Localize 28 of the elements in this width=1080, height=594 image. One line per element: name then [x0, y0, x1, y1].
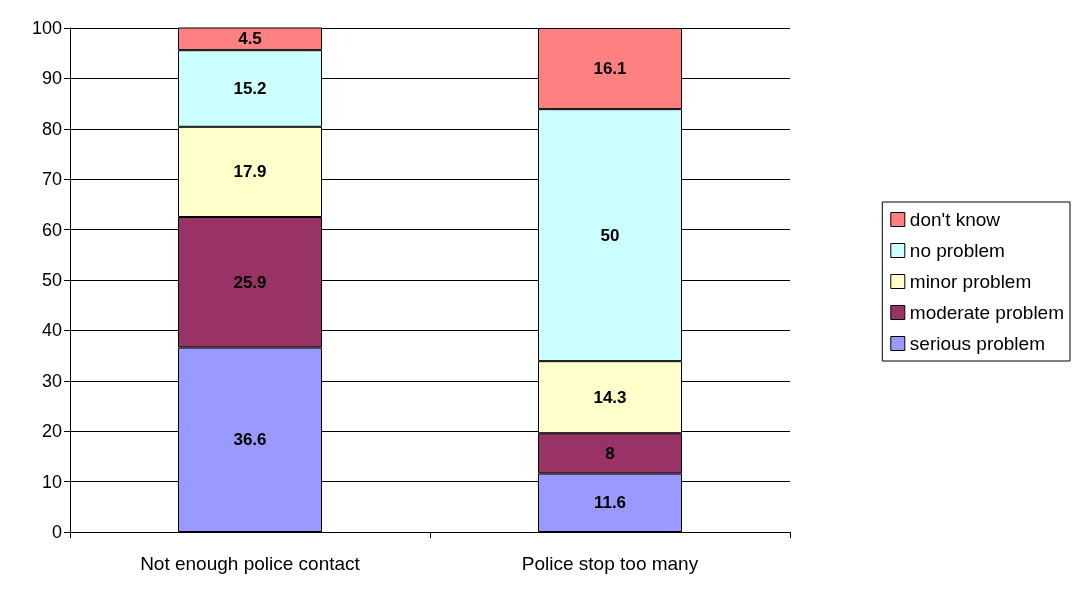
data-label: 15.2: [233, 78, 267, 98]
data-label: 36.6: [233, 430, 267, 450]
data-label: 11.6: [593, 493, 627, 513]
x-tick-label: Not enough police contact: [140, 553, 361, 574]
legend-label: don't know: [909, 209, 1001, 230]
y-tick-label: 80: [41, 118, 62, 139]
y-tick-label: 10: [41, 471, 62, 492]
data-label: 25.9: [233, 272, 267, 292]
y-tick-label: 70: [41, 169, 62, 190]
data-label: 50: [600, 225, 620, 245]
x-tick-label: Police stop too many: [521, 553, 699, 574]
data-label: 16.1: [593, 59, 627, 79]
legend-label: minor problem: [909, 271, 1032, 292]
legend-label: moderate problem: [909, 302, 1065, 323]
y-tick-label: 50: [41, 270, 62, 290]
legend-label: no problem: [909, 240, 1005, 261]
y-tick-label: 40: [41, 320, 62, 341]
data-label: 8: [605, 443, 615, 463]
y-tick-label: 0: [51, 522, 62, 542]
data-label: 14.3: [593, 387, 627, 407]
legend-label: serious problem: [909, 333, 1045, 354]
y-tick-label: 60: [41, 219, 62, 240]
y-tick-label: 30: [41, 370, 62, 391]
data-label: 4.5: [238, 29, 262, 49]
y-tick-label: 100: [31, 18, 62, 38]
y-tick-label: 90: [41, 68, 62, 89]
data-label: 17.9: [233, 162, 267, 182]
y-tick-label: 20: [41, 421, 62, 442]
